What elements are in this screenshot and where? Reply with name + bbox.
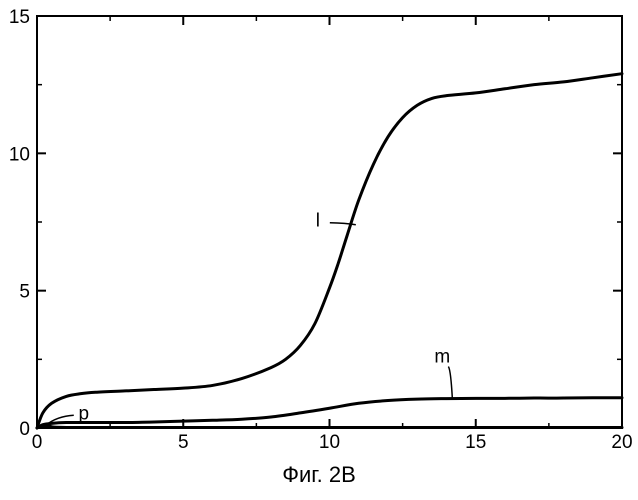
y-tick-label-5: 5 xyxy=(19,282,30,303)
series-line-l xyxy=(37,74,622,428)
x-tick-label-20: 20 xyxy=(611,432,632,453)
plot-border xyxy=(37,16,622,428)
figure-caption: Фиг. 2В xyxy=(0,462,638,488)
plot-frame xyxy=(37,16,622,428)
y-tick-label-0: 0 xyxy=(19,419,30,440)
leader-line-m xyxy=(448,367,452,399)
series-label-m: m xyxy=(434,347,450,368)
y-tick-label-15: 15 xyxy=(9,7,30,28)
axis-ticks xyxy=(37,16,622,428)
x-tick-label-15: 15 xyxy=(465,432,486,453)
series-label-p: p xyxy=(78,403,89,424)
axis-tick-labels: 0 5 10 15 20 0 5 10 15 xyxy=(9,7,633,453)
x-tick-label-10: 10 xyxy=(319,432,340,453)
series-label-l: l xyxy=(316,211,320,232)
x-tick-label-5: 5 xyxy=(178,432,189,453)
x-tick-label-0: 0 xyxy=(32,432,43,453)
y-tick-label-10: 10 xyxy=(9,144,30,165)
series-lines xyxy=(37,74,622,428)
